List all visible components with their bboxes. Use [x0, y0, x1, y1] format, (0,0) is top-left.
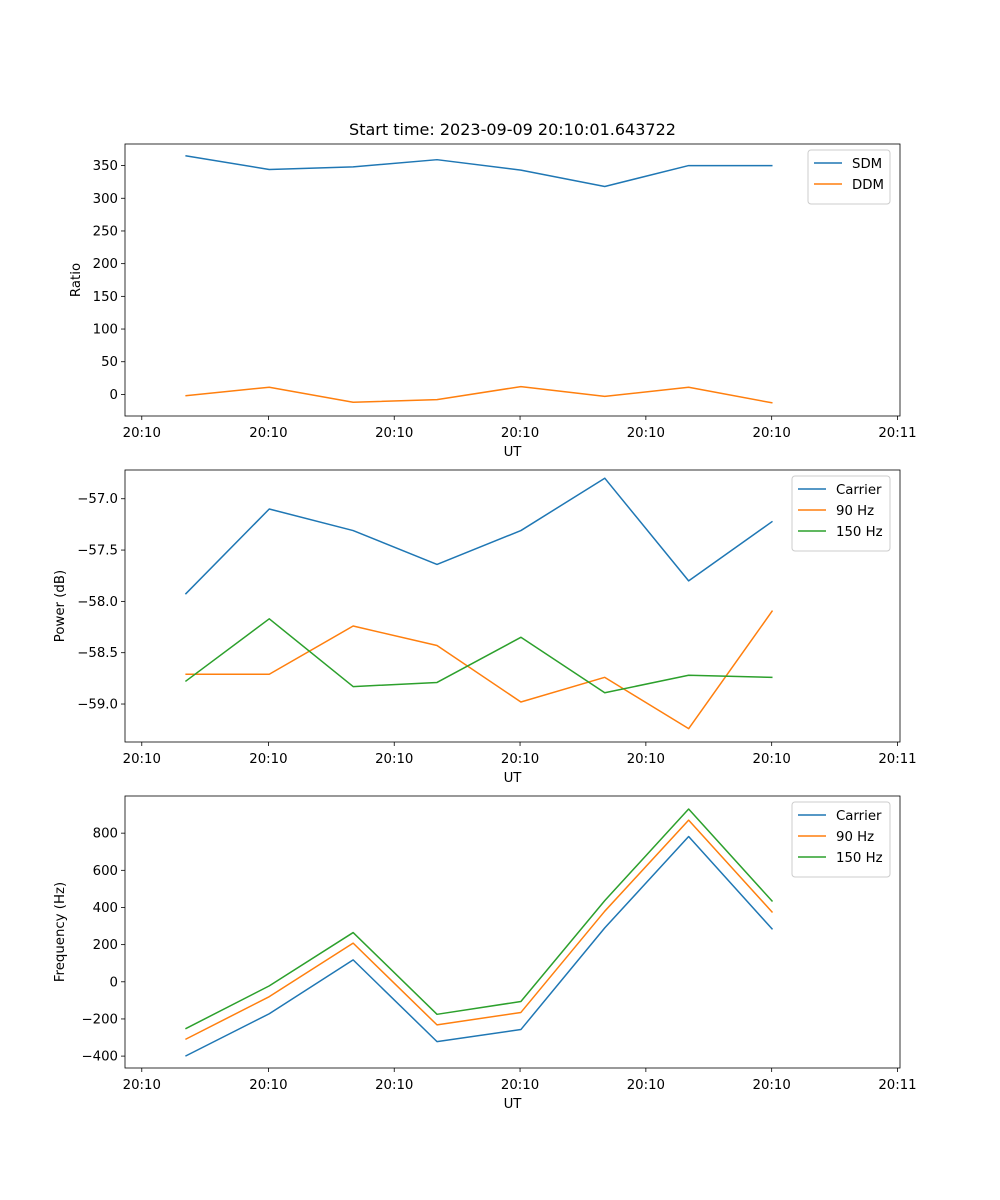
- ratio-chart: 0 50 100 150 200 250 300 350 20:10 20:10 20:10 20:1…: [69, 143, 917, 460]
- legend-label: 150 Hz: [836, 851, 883, 866]
- x-tick-label: 20:10: [501, 1078, 539, 1093]
- legend-label: Carrier: [836, 483, 882, 498]
- y-tick-label: −400: [81, 1050, 118, 1065]
- y-tick-label: 350: [93, 159, 118, 174]
- x-tick-label: 20:10: [123, 1078, 161, 1093]
- power-chart: −59.0 −58.5 −58.0 −57.5 −57.0 20:10 20:10 20:10…: [53, 469, 917, 786]
- y-tick-label: 300: [93, 192, 118, 207]
- y-tick-label: −59.0: [77, 698, 118, 713]
- x-axis-label: UT: [504, 771, 523, 786]
- series-line-ddm: [185, 385, 773, 404]
- chart-panels: 0 50 100 150 200 250 300 350 20:10 20:10 20:10 20:1…: [53, 143, 917, 1112]
- frequency-chart: −400 −200 0 200 400 600 800 20:10 20:10 20:10 20:1…: [53, 795, 917, 1112]
- x-tick-label: 20:11: [878, 426, 916, 441]
- series-line-carrier: [184, 477, 773, 595]
- series-line-sdm: [185, 155, 773, 188]
- x-tick-label: 20:10: [627, 752, 665, 767]
- y-axis-label: Ratio: [69, 263, 84, 297]
- y-tick-label: −200: [81, 1012, 118, 1027]
- legend-label: DDM: [852, 178, 884, 193]
- plot-frame: [124, 469, 901, 743]
- x-tick-label: 20:10: [123, 752, 161, 767]
- y-tick-label: 600: [93, 864, 118, 879]
- legend: SDM DDM: [807, 149, 891, 205]
- y-tick-label: −58.0: [77, 595, 118, 610]
- series-line-90-hz: [185, 819, 774, 1041]
- legend-box: [791, 801, 891, 878]
- legend: Carrier 90 Hz 150 Hz: [791, 475, 891, 552]
- y-tick-label: −57.5: [77, 544, 118, 559]
- x-tick-label: 20:10: [375, 1078, 413, 1093]
- y-tick-label: 200: [93, 938, 118, 953]
- x-tick-label: 20:10: [753, 1078, 791, 1093]
- x-tick-label: 20:10: [627, 426, 665, 441]
- x-tick-label: 20:11: [878, 752, 916, 767]
- y-axis-label: Power (dB): [53, 570, 68, 642]
- legend-label: SDM: [852, 157, 882, 172]
- x-tick-label: 20:10: [249, 1078, 287, 1093]
- x-tick-label: 20:10: [375, 752, 413, 767]
- x-tick-label: 20:10: [123, 426, 161, 441]
- x-axis-label: UT: [504, 445, 523, 460]
- x-tick-label: 20:10: [501, 426, 539, 441]
- y-tick-label: 0: [110, 975, 118, 990]
- series-line-150-hz: [184, 618, 773, 694]
- y-tick-label: 250: [93, 224, 118, 239]
- y-tick-label: −57.0: [77, 492, 118, 507]
- x-axis-label: UT: [504, 1097, 523, 1112]
- legend-box: [791, 475, 891, 552]
- y-axis-label: Frequency (Hz): [53, 882, 68, 982]
- legend-label: 90 Hz: [836, 504, 874, 519]
- plot-frame: [124, 795, 901, 1069]
- y-tick-label: 0: [110, 388, 118, 403]
- y-tick-label: 800: [93, 827, 118, 842]
- legend-label: 90 Hz: [836, 830, 874, 845]
- legend-label: Carrier: [836, 809, 882, 824]
- x-tick-label: 20:10: [501, 752, 539, 767]
- y-tick-label: 150: [93, 290, 118, 305]
- plot-frame: [124, 143, 901, 417]
- x-tick-label: 20:10: [753, 426, 791, 441]
- x-tick-label: 20:10: [627, 1078, 665, 1093]
- x-tick-label: 20:10: [753, 752, 791, 767]
- x-tick-label: 20:11: [878, 1078, 916, 1093]
- series-line-90-hz: [185, 610, 774, 730]
- y-tick-label: 100: [93, 323, 118, 338]
- y-tick-label: −58.5: [77, 646, 118, 661]
- legend: Carrier 90 Hz 150 Hz: [791, 801, 891, 878]
- x-tick-label: 20:10: [375, 426, 413, 441]
- series-line-150-hz: [185, 808, 774, 1030]
- legend-label: 150 Hz: [836, 525, 883, 540]
- y-tick-label: 200: [93, 257, 118, 272]
- y-tick-label: 50: [101, 355, 118, 370]
- y-tick-label: 400: [93, 901, 118, 916]
- x-tick-label: 20:10: [249, 426, 287, 441]
- x-tick-label: 20:10: [249, 752, 287, 767]
- figure-title: Start time: 2023-09-09 20:10:01.643722: [349, 120, 676, 139]
- series-line-carrier: [185, 835, 774, 1057]
